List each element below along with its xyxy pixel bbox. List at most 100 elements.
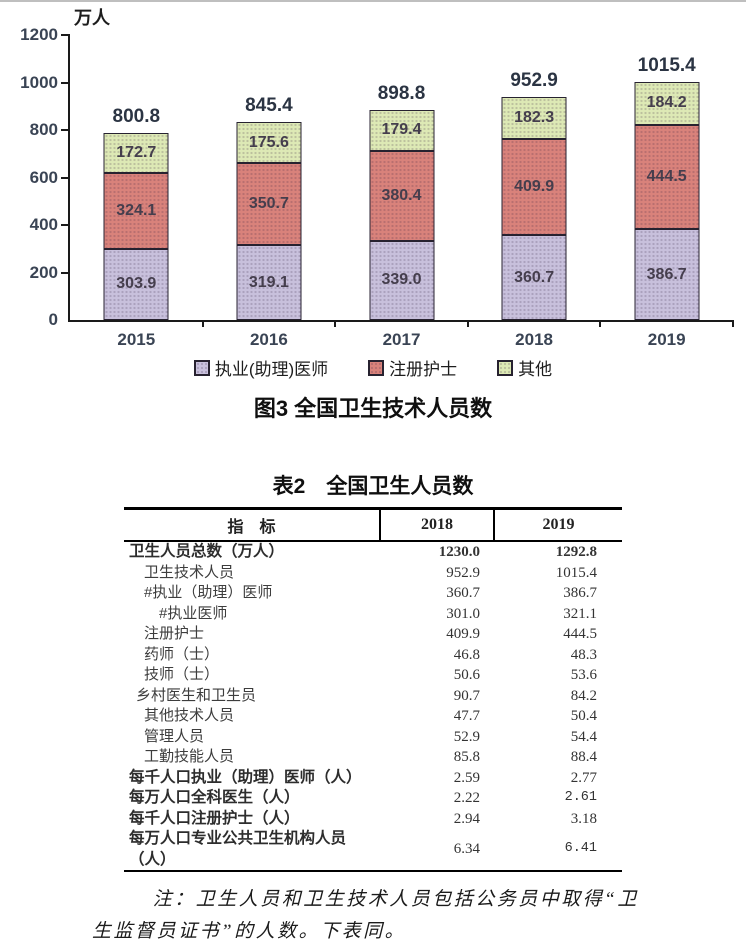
legend-swatch-icon (368, 359, 385, 376)
bar-total-label: 800.8 (112, 105, 161, 127)
stacked-bar-2015: 800.8 172.7 324.1 303.9 (103, 106, 169, 320)
row-label: #执业医师 (159, 604, 228, 622)
bar-total-label: 952.9 (510, 69, 558, 91)
bar-segment-physicians: 386.7 (634, 229, 700, 320)
segment-value-label: 380.4 (381, 186, 422, 204)
legend-item-other: 其他 (497, 355, 552, 380)
value-2018: 409.9 (446, 626, 480, 642)
y-axis-tick (61, 271, 70, 274)
segment-value-label: 172.7 (116, 143, 157, 161)
bar-segment-other: 172.7 (103, 132, 169, 173)
value-2018: 46.8 (453, 646, 480, 663)
legend-swatch-icon (193, 359, 210, 376)
value-2018: 90.7 (453, 687, 480, 704)
value-2019: 1015.4 (555, 564, 597, 581)
row-label: 技师（士） (144, 666, 220, 683)
x-axis-category-label: 2018 (515, 330, 554, 349)
row-label: 管理人员 (144, 727, 205, 745)
legend-label: 其他 (518, 360, 553, 379)
bar-segment-physicians: 303.9 (103, 248, 169, 320)
value-2019: 50.4 (570, 708, 597, 724)
y-axis-tick-label: 0 (48, 310, 58, 329)
y-axis-tick-label: 200 (29, 262, 58, 282)
x-axis-category-label: 2016 (249, 330, 288, 349)
table-2-section: 表2 全国卫生人员数 指 标 2018 2019 卫生人员总数（万人） 1230.… (0, 470, 746, 949)
bar-segment-physicians: 360.7 (501, 235, 567, 320)
row-label: #执业（助理）医师 (144, 584, 273, 601)
legend-item-nurses: 注册护士 (368, 355, 457, 380)
stacked-bar-2019: 1015.4 184.2 444.5 386.7 (634, 55, 700, 320)
table-row: 药师（士） 46.8 48.3 (124, 645, 622, 666)
legend-label: 注册护士 (389, 360, 458, 379)
figure-title: 图3 全国卫生技术人员数 (253, 396, 493, 421)
column-header-2018: 2018 (379, 508, 494, 542)
value-2018: 85.8 (453, 749, 480, 765)
value-2019: 48.3 (570, 646, 597, 663)
value-2019: 84.2 (570, 687, 597, 704)
x-axis-tick (732, 320, 734, 327)
value-2019: 3.18 (570, 810, 597, 827)
value-2018: 47.7 (453, 708, 480, 724)
table-row: 每千人口注册护士（人） 2.94 3.18 (124, 809, 622, 830)
row-label: 每万人口全科医生（人） (129, 789, 300, 806)
value-2019: 54.4 (570, 728, 597, 745)
segment-value-label: 444.5 (646, 167, 687, 185)
bar-segment-nurses: 409.9 (501, 139, 567, 236)
y-axis-tick (61, 224, 70, 226)
value-2019: 2.77 (570, 769, 597, 786)
value-2018: 301.0 (446, 605, 480, 622)
value-2018: 1230.0 (438, 544, 480, 560)
segment-value-label: 303.9 (116, 275, 157, 293)
chart-legend: 执业(助理)医师 注册护士 其他 (0, 355, 746, 380)
table-row: 每万人口全科医生（人） 2.22 2.61 (124, 788, 622, 809)
bar-segment-nurses: 380.4 (369, 151, 434, 241)
y-axis-tick (61, 34, 70, 36)
bar-segment-physicians: 319.1 (236, 245, 302, 320)
row-label: 每千人口执业（助理）医师（人） (129, 768, 362, 786)
segment-value-label: 319.1 (248, 273, 289, 291)
bar-segment-physicians: 339.0 (369, 240, 434, 320)
row-label: 其他技术人员 (144, 707, 235, 724)
bar-segment-nurses: 444.5 (634, 124, 700, 230)
value-2019: 2.61 (564, 790, 597, 805)
stacked-bar-2017: 898.8 179.4 380.4 339.0 (369, 83, 434, 320)
stacked-bar-2016: 845.4 175.6 350.7 319.1 (236, 95, 302, 320)
table-title: 表2 全国卫生人员数 (272, 475, 474, 498)
value-2019: 88.4 (570, 749, 597, 765)
health-personnel-table: 指 标 2018 2019 卫生人员总数（万人） 1230.0 1292.8 卫生技术… (124, 507, 622, 872)
segment-value-label: 339.0 (381, 271, 422, 289)
table-row: 卫生人员总数（万人） 1230.0 1292.8 (124, 541, 622, 563)
value-2018: 52.9 (453, 728, 480, 745)
table-row: 注册护士 409.9 444.5 (124, 624, 622, 645)
bar-segment-other: 175.6 (236, 122, 302, 163)
segment-value-label: 179.4 (381, 121, 422, 139)
x-axis-tick (599, 320, 602, 327)
row-label: 每千人口注册护士（人） (129, 809, 300, 827)
y-axis-tick (61, 129, 70, 131)
table-row: #执业（助理）医师 360.7 386.7 (124, 583, 622, 604)
bar-total-label: 845.4 (245, 95, 293, 117)
y-axis-tick (61, 176, 70, 179)
value-2018: 2.22 (453, 790, 480, 806)
figure-3-chart: 万人 0 200 400 600 800 1000 1200 800.8 172.7 324.1 3… (0, 2, 746, 432)
segment-value-label: 360.7 (514, 268, 555, 286)
y-axis-tick-label: 800 (29, 120, 58, 139)
column-header-indicator: 指 标 (124, 508, 380, 542)
legend-label: 执业(助理)医师 (214, 360, 329, 379)
legend-item-physicians: 执业(助理)医师 (193, 355, 329, 380)
table-row: 每千人口执业（助理）医师（人） 2.59 2.77 (124, 768, 622, 789)
x-axis-category-label: 2017 (382, 330, 421, 349)
table-row: 每万人口专业公共卫生机构人员（人） 6.34 6.41 (124, 829, 622, 871)
value-2019: 6.41 (564, 841, 597, 857)
row-label: 卫生人员总数（万人） (129, 543, 285, 560)
value-2018: 952.9 (446, 564, 480, 581)
x-axis-category-label: 2015 (117, 330, 156, 349)
row-label: 乡村医生和卫生员 (136, 686, 257, 704)
bar-segment-nurses: 350.7 (236, 162, 302, 246)
table-row: 其他技术人员 47.7 50.4 (124, 706, 622, 727)
x-axis-tick (201, 320, 204, 327)
row-label: 注册护士 (144, 625, 205, 642)
stacked-bar-2018: 952.9 182.3 409.9 360.7 (501, 70, 567, 320)
legend-swatch-icon (497, 359, 514, 376)
